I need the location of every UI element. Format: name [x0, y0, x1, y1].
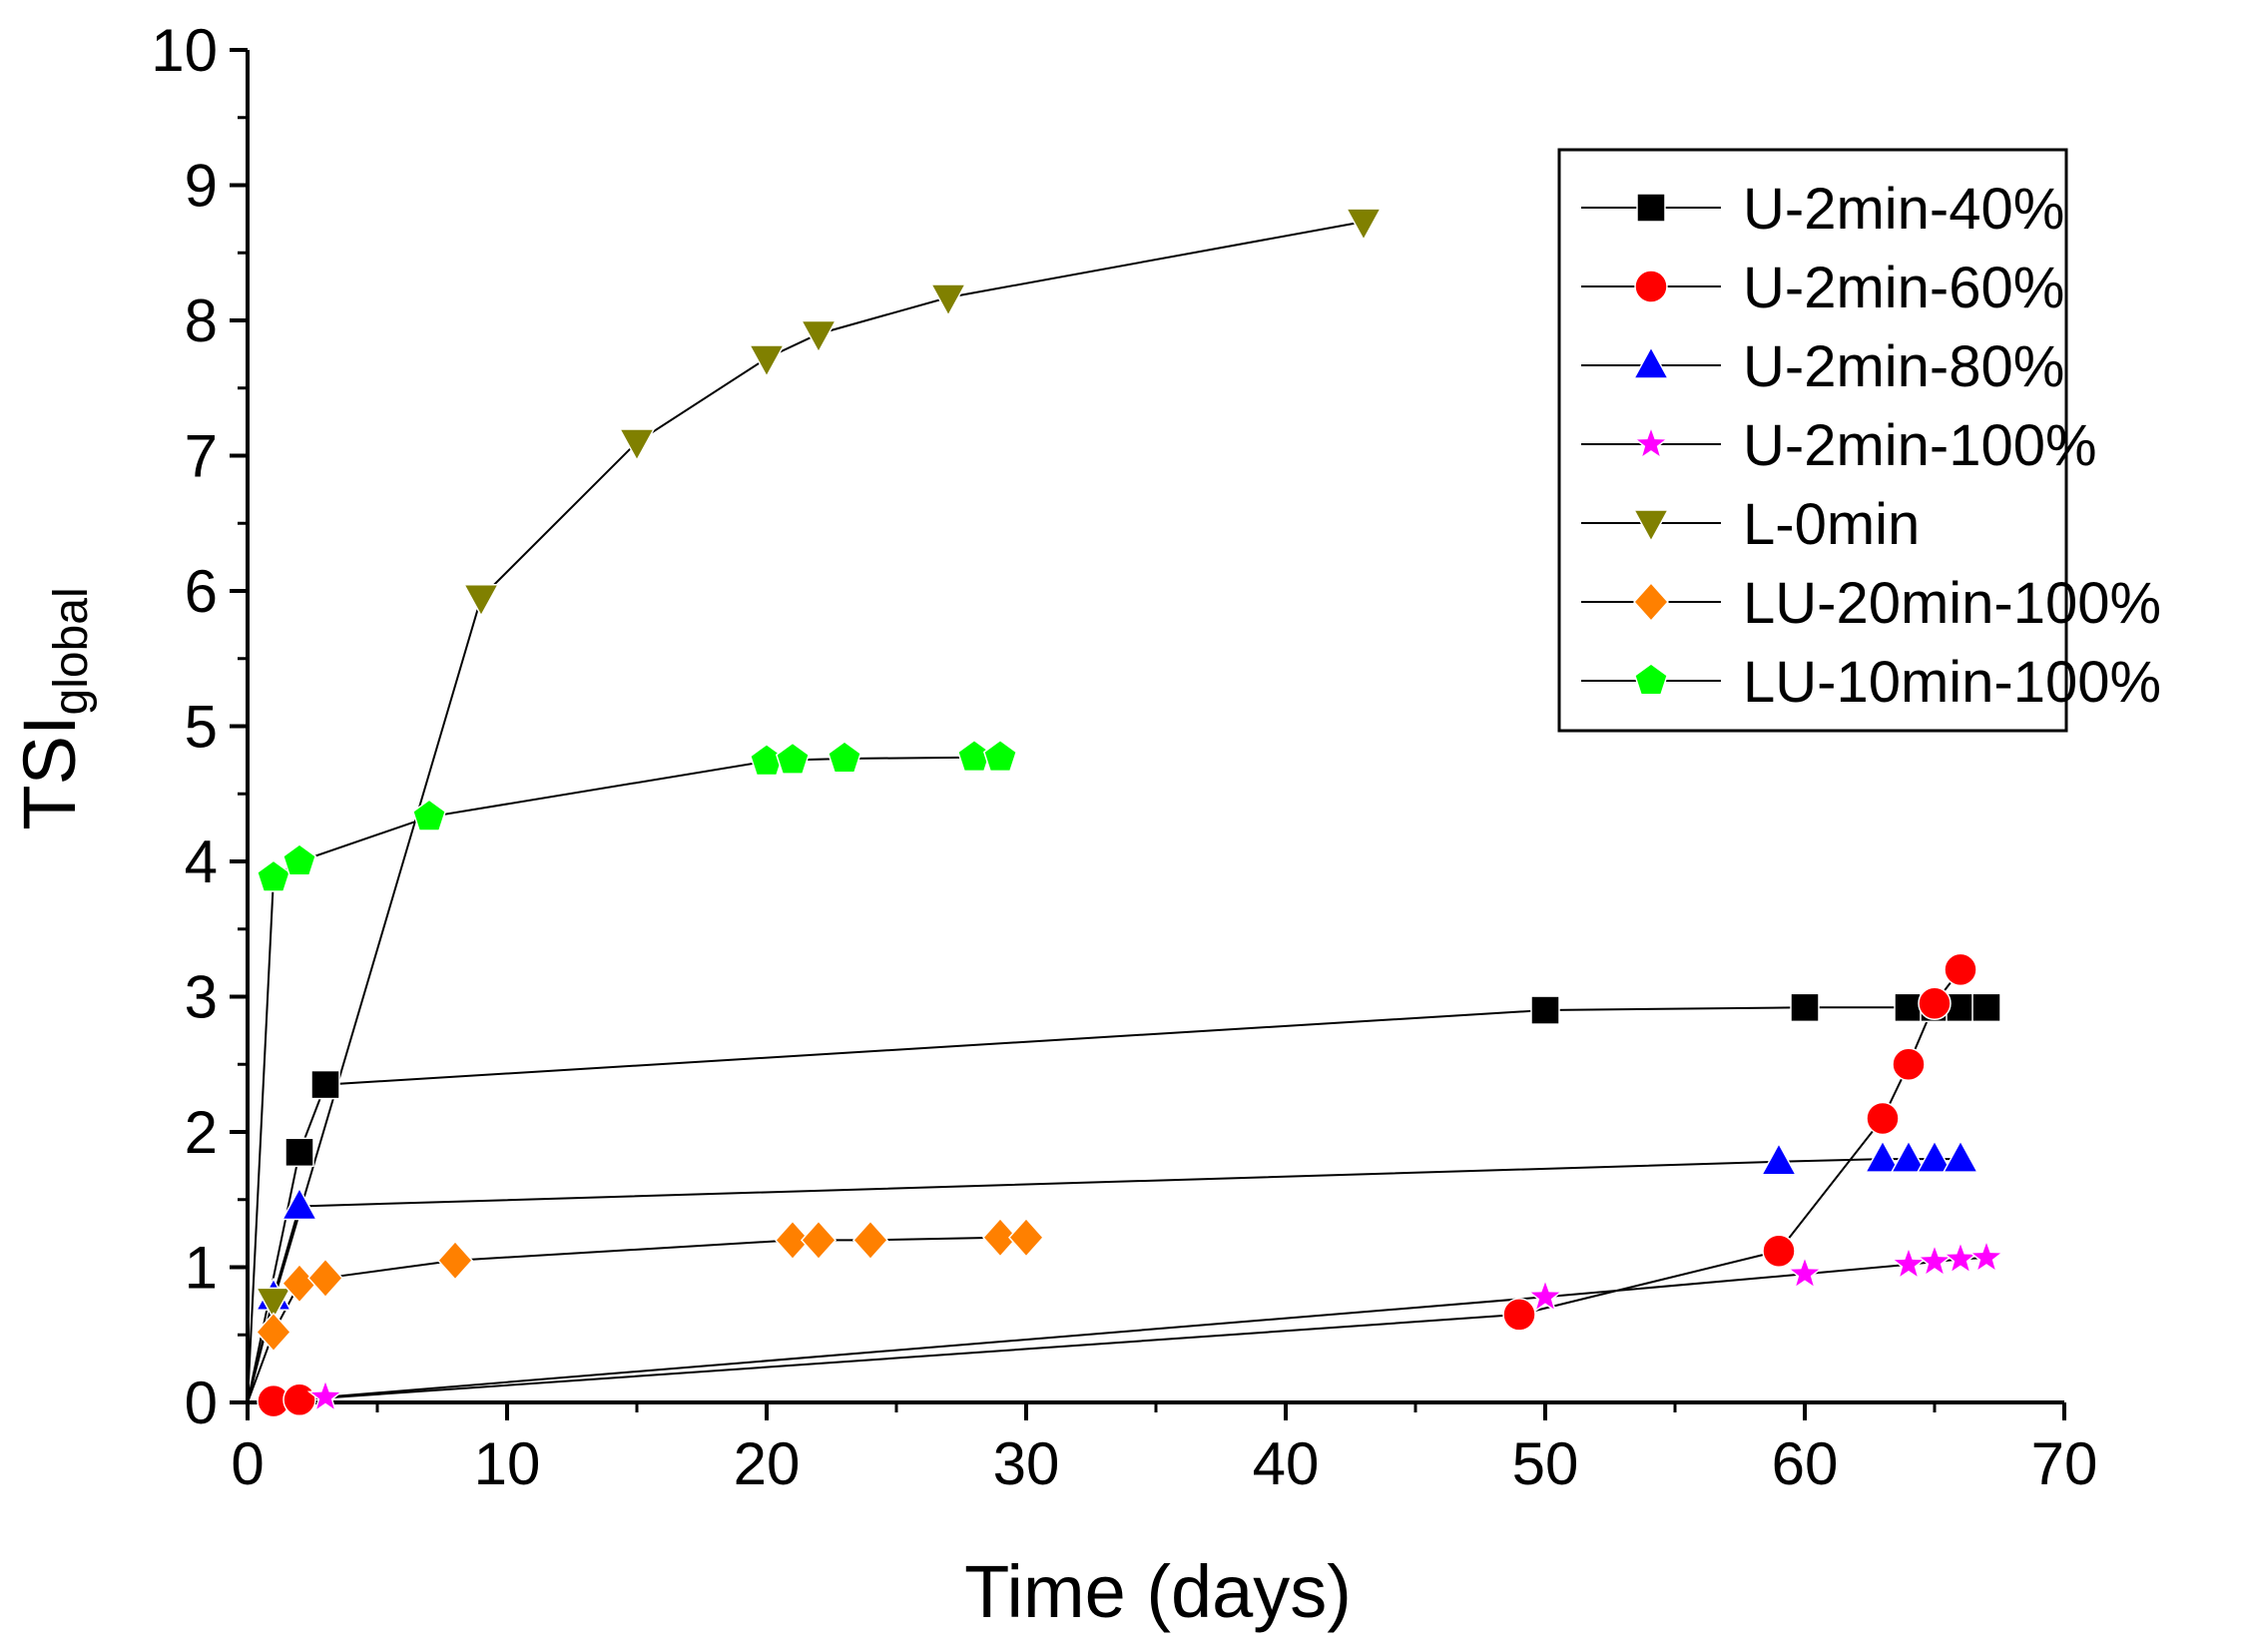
data-point [851, 1220, 889, 1261]
data-point [282, 1382, 316, 1417]
data-point [280, 1186, 318, 1221]
data-point [1502, 1298, 1536, 1332]
legend-marker [1632, 345, 1670, 379]
y-axis-title: TSIglobal [8, 587, 98, 829]
data-point [1760, 1142, 1798, 1176]
y-tick-label: 5 [185, 694, 218, 761]
data-point [310, 1069, 340, 1100]
data-point [1892, 1047, 1926, 1081]
y-tick-label: 4 [185, 828, 218, 895]
data-point [827, 741, 862, 774]
y-tick-label: 6 [185, 558, 218, 625]
y-tick-label: 8 [185, 287, 218, 354]
y-tick-label: 2 [185, 1099, 218, 1166]
x-tick-label: 50 [1512, 1430, 1579, 1497]
data-point [1944, 952, 1977, 987]
data-point [1967, 1238, 2005, 1274]
data-point [1864, 1139, 1902, 1173]
y-axis-title-main: TSI [8, 715, 91, 829]
x-tick-label: 30 [993, 1430, 1060, 1497]
ticks: 0 10 20 30 40 50 60 70 0 1 2 3 4 5 6 7 8 9 10 [151, 17, 2097, 1497]
x-tick-label: 10 [474, 1430, 541, 1497]
data-point [1894, 992, 1924, 1023]
legend-marker [1632, 581, 1670, 623]
y-tick-label: 7 [185, 423, 218, 490]
data-point [775, 742, 811, 775]
legend-label: U-2min-40% [1743, 177, 2064, 242]
data-point [1971, 992, 2001, 1023]
legend-label: L-0min [1743, 492, 1920, 557]
data-point [255, 1312, 292, 1353]
data-point [800, 319, 838, 354]
legend-label: LU-10min-100% [1743, 650, 2161, 715]
data-point [929, 283, 967, 317]
legend: U-2min-40% U-2min-60% U-2min-80% U-2min-100… [1557, 148, 2161, 733]
x-axis-title: Time (days) [964, 1550, 1352, 1633]
data-point [1786, 1255, 1824, 1290]
data-point [1942, 1139, 1979, 1173]
data-point [618, 428, 656, 462]
data-point [1526, 1278, 1564, 1313]
data-point [1916, 1242, 1954, 1278]
data-point [981, 1217, 1019, 1258]
legend-marker [1633, 663, 1669, 696]
y-tick-label: 10 [151, 17, 218, 84]
data-point [436, 1240, 474, 1281]
legend-label: U-2min-100% [1743, 413, 2097, 478]
data-point [748, 344, 786, 378]
legend-marker [1632, 424, 1670, 460]
data-point [280, 1263, 318, 1304]
data-point [1890, 1245, 1928, 1281]
legend-marker [1634, 270, 1668, 303]
series-line-5 [247, 1236, 1026, 1403]
data-point [256, 859, 291, 892]
data-point [1866, 1101, 1900, 1136]
data-point [255, 1287, 292, 1321]
y-axis-title-sub: global [45, 587, 98, 715]
x-tick-label: 60 [1772, 1430, 1839, 1497]
series-line-6 [247, 756, 1000, 1403]
data-point [462, 584, 500, 618]
data-point [1918, 986, 1952, 1021]
x-tick-label: 40 [1253, 1430, 1320, 1497]
data-point [1946, 992, 1975, 1023]
legend-label: LU-20min-100% [1743, 571, 2161, 636]
data-point [1916, 1139, 1954, 1173]
data-point [982, 739, 1018, 773]
series-markers [255, 208, 2005, 1418]
data-point [1007, 1217, 1045, 1258]
x-tick-label: 20 [734, 1430, 801, 1497]
series-line-1 [247, 968, 1961, 1403]
data-point [284, 1137, 314, 1168]
data-point [1890, 1139, 1928, 1173]
data-point [1762, 1234, 1796, 1268]
data-point [411, 799, 447, 831]
data-point [774, 1220, 812, 1261]
data-point [306, 1377, 344, 1413]
data-point [1942, 1240, 1979, 1275]
series-line-3 [247, 1257, 1987, 1403]
data-point [1530, 995, 1560, 1025]
x-tick-label: 70 [2031, 1430, 2098, 1497]
y-tick-label: 1 [185, 1235, 218, 1302]
legend-marker [1636, 193, 1666, 223]
data-point [281, 843, 317, 876]
data-point [800, 1220, 838, 1261]
data-point [1790, 992, 1820, 1023]
series-line-4 [247, 221, 1365, 1403]
series-line-2 [247, 1158, 1961, 1403]
y-tick-label: 0 [185, 1370, 218, 1436]
data-point [306, 1258, 344, 1299]
y-tick-label: 3 [185, 964, 218, 1031]
legend-label: U-2min-80% [1743, 334, 2064, 399]
data-point [1345, 208, 1383, 242]
x-tick-label: 0 [231, 1430, 264, 1497]
legend-label: U-2min-60% [1743, 256, 2064, 320]
y-tick-label: 9 [185, 153, 218, 220]
legend-marker [1632, 509, 1670, 543]
